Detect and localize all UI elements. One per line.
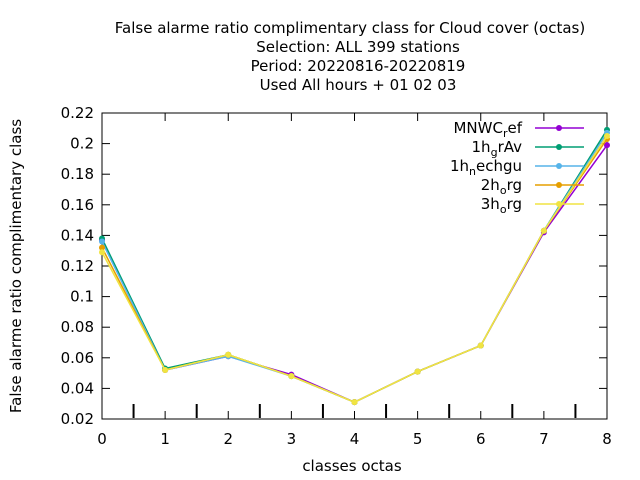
y-tick-label: 0.04 [61,379,94,397]
x-axis-label: classes octas [302,457,402,475]
chart-title: False alarme ratio complimentary class f… [115,19,585,94]
y-tick-label: 0.08 [61,318,94,336]
legend-item: 2horg [481,176,584,197]
title-line-3: Period: 20220816-20220819 [251,57,466,75]
title-line-1: False alarme ratio complimentary class f… [115,19,585,37]
legend-item: MNWCref [453,119,584,140]
series-2h_org [99,136,610,406]
x-tick-label: 5 [413,430,423,448]
x-tick-label: 3 [287,430,297,448]
x-tick-label: 2 [223,430,233,448]
x-axis: 0 1 2 3 4 5 6 7 8 [97,113,612,448]
y-tick-label: 0.12 [61,257,94,275]
y-tick-label: 0.1 [70,288,94,306]
legend-swatch-point [556,182,562,188]
y-axis-label: False alarme ratio complimentary class [7,119,25,413]
legend-swatch-point [556,125,562,131]
y-axis: 0.02 0.04 0.06 0.08 0.1 0.12 0.14 0.16 0.18 0.2 0.… [61,104,607,428]
x-tick-label: 4 [350,430,360,448]
legend-label: 3horg [481,195,522,216]
legend-label: MNWCref [453,119,522,140]
title-line-2: Selection: ALL 399 stations [256,38,460,56]
x-tick-label: 1 [160,430,170,448]
legend-swatch-point [556,163,562,169]
series-line [101,132,608,403]
data-point [99,238,105,245]
data-point [99,244,105,251]
legend-label: 1hgrAv [472,138,523,159]
y-tick-label: 0.14 [61,226,94,244]
legend-item: 1hgrAv [472,138,584,159]
x-tick-label: 0 [97,430,107,448]
data-point [477,342,484,349]
legend-swatch-point [556,201,562,207]
x-tick-label: 6 [476,430,486,448]
data-point [540,227,547,234]
series-line [101,138,608,403]
data-point [162,367,169,374]
legend-item: 3horg [481,195,584,216]
data-point [225,351,232,358]
y-tick-label: 0.2 [70,135,94,153]
legend-label: 2horg [481,176,522,197]
legend-swatch-point [556,144,562,150]
series-3h_org [99,132,610,406]
legend-label: 1hnechgu [450,157,522,178]
series-1h_nechgu [99,129,610,406]
series-line [101,144,608,403]
x-tick-label: 8 [602,430,612,448]
series-line [101,129,608,403]
y-tick-label: 0.16 [61,196,94,214]
y-tick-label: 0.06 [61,349,94,367]
x-tick-label: 7 [539,430,549,448]
series-1h_grAv [99,126,610,406]
data-point [99,249,105,256]
data-point [604,132,610,139]
data-point [604,142,610,149]
x-minor-ticks [132,404,577,418]
y-tick-label: 0.02 [61,410,94,428]
series-line [101,135,608,403]
data-point [414,368,421,375]
data-point [288,373,295,380]
y-tick-label: 0.18 [61,165,94,183]
data-point [351,399,358,406]
title-line-4: Used All hours + 01 02 03 [260,76,457,94]
legend-item: 1hnechgu [450,157,584,178]
series-layer [99,126,610,406]
plot-frame [101,112,608,420]
y-tick-label: 0.22 [61,104,94,122]
